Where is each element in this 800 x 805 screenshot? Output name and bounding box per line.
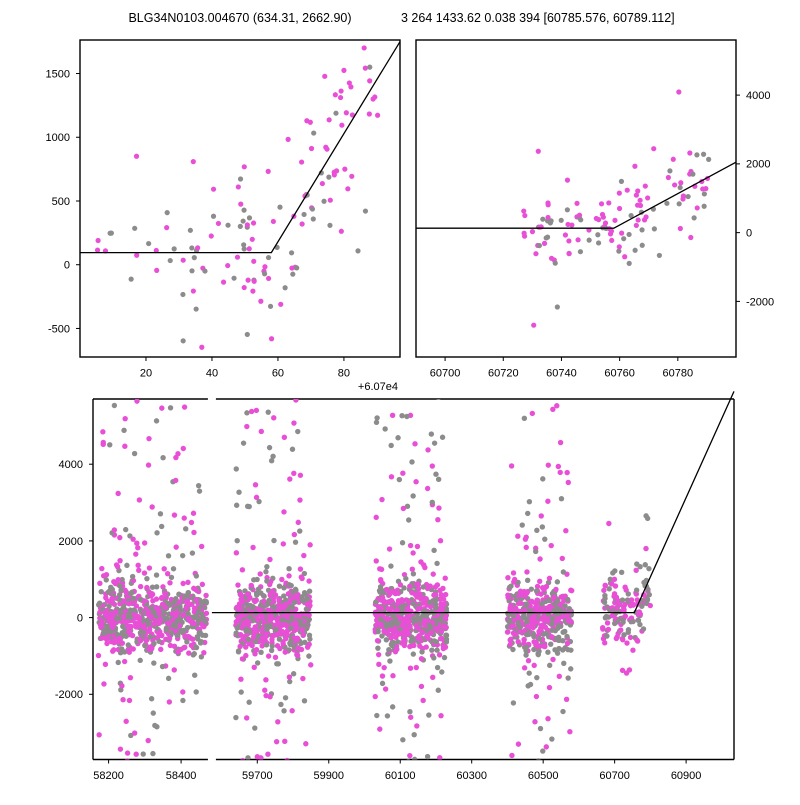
- svg-text:-2000: -2000: [55, 689, 83, 701]
- svg-text:3 264 1433.62 0.038 394 [60785: 3 264 1433.62 0.038 394 [60785.576, 6078…: [401, 11, 675, 25]
- svg-text:59700: 59700: [242, 770, 273, 782]
- svg-text:60780: 60780: [663, 368, 694, 380]
- svg-text:60: 60: [272, 368, 284, 380]
- svg-text:60300: 60300: [456, 770, 487, 782]
- svg-text:40: 40: [206, 368, 218, 380]
- svg-text:0: 0: [64, 260, 70, 272]
- svg-text:60720: 60720: [488, 368, 519, 380]
- svg-text:60700: 60700: [430, 368, 461, 380]
- svg-text:4000: 4000: [59, 459, 83, 471]
- svg-text:80: 80: [338, 368, 350, 380]
- svg-text:1000: 1000: [46, 132, 70, 144]
- svg-text:-2000: -2000: [746, 296, 774, 308]
- svg-text:1500: 1500: [46, 68, 70, 80]
- svg-text:+6.07e4: +6.07e4: [358, 381, 398, 393]
- svg-text:2000: 2000: [59, 536, 83, 548]
- svg-text:20: 20: [140, 368, 152, 380]
- svg-text:0: 0: [746, 227, 752, 239]
- svg-text:60100: 60100: [385, 770, 416, 782]
- svg-text:60740: 60740: [546, 368, 577, 380]
- svg-text:60500: 60500: [528, 770, 559, 782]
- svg-text:BLG34N0103.004670 (634.31, 266: BLG34N0103.004670 (634.31, 2662.90): [128, 11, 351, 25]
- svg-text:60900: 60900: [671, 770, 702, 782]
- svg-text:58200: 58200: [93, 770, 124, 782]
- svg-text:-500: -500: [48, 323, 70, 335]
- svg-text:2000: 2000: [746, 159, 770, 171]
- svg-text:500: 500: [52, 196, 70, 208]
- svg-text:4000: 4000: [746, 90, 770, 102]
- svg-text:60760: 60760: [604, 368, 635, 380]
- svg-text:59900: 59900: [313, 770, 344, 782]
- svg-text:0: 0: [77, 612, 83, 624]
- svg-text:58400: 58400: [166, 770, 197, 782]
- svg-text:60700: 60700: [599, 770, 630, 782]
